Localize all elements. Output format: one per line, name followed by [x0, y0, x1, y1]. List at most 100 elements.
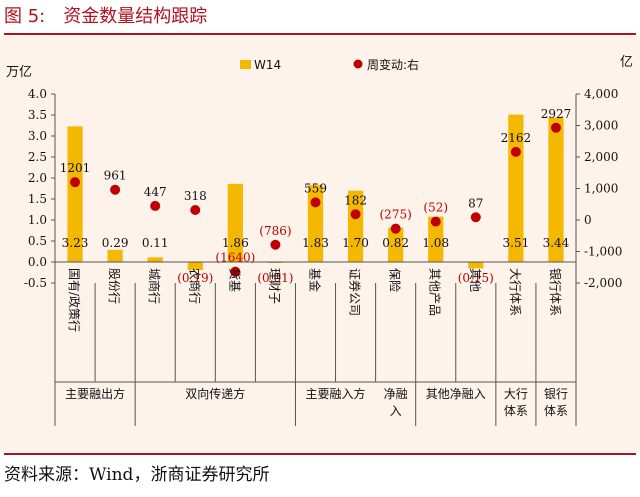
- bar-value-label: 3.51: [503, 236, 530, 250]
- group-label-7-line1: 银行: [544, 387, 568, 401]
- footer-divider: [4, 453, 636, 455]
- title-divider: [4, 33, 636, 35]
- right-tick-label: 3,000: [584, 119, 618, 133]
- change-dot-1: [70, 177, 81, 188]
- bar-8: [347, 190, 364, 262]
- change-dot-12: [510, 146, 521, 157]
- change-dot-3: [150, 200, 161, 211]
- group-label-4-line2: 入: [390, 404, 402, 418]
- group-label-7-line2: 体系: [544, 404, 568, 418]
- category-label-6: 理财子: [267, 268, 281, 304]
- legend-swatch-bar: [240, 60, 251, 69]
- category-label-12: 大行体系: [508, 268, 522, 316]
- group-label-5: 其他净融入: [426, 387, 486, 401]
- change-value-label: 961: [104, 169, 127, 183]
- group-label-4-line1: 净融: [384, 387, 408, 401]
- left-axis-label: 万亿: [6, 65, 32, 80]
- category-label-4: 农商行: [187, 268, 202, 304]
- category-label-2: 股份行: [107, 268, 121, 304]
- right-axis-label: 亿: [620, 55, 633, 70]
- left-tick-label: 0.5: [28, 234, 47, 248]
- legend-label-weekly-change: 周变动:右: [367, 57, 419, 72]
- bar-3: [147, 257, 163, 262]
- change-value-label: (1640): [215, 251, 255, 265]
- right-tick-label: -1,000: [584, 245, 622, 259]
- left-tick-label: -0.5: [24, 276, 47, 290]
- bar-value-label: 1.86: [222, 236, 249, 250]
- left-tick-label: 3.5: [28, 108, 47, 122]
- right-tick-label: 2,000: [584, 150, 618, 164]
- right-tick-label: 1,000: [584, 182, 618, 196]
- change-value-label: 318: [184, 189, 207, 203]
- bar-10: [428, 216, 444, 262]
- change-dot-9: [390, 223, 401, 234]
- change-dot-4: [190, 204, 201, 215]
- change-value-label: 447: [144, 185, 167, 199]
- category-label-11: 其他: [468, 268, 482, 292]
- change-value-label: 2927: [541, 107, 572, 121]
- change-value-label: 1201: [60, 161, 91, 175]
- category-label-10: 其他产品: [428, 268, 442, 316]
- left-tick-label: 2.5: [28, 150, 47, 164]
- group-label-2: 双向传递方: [185, 386, 245, 401]
- bar-value-label: (0.01): [257, 271, 293, 285]
- change-value-label: (786): [259, 224, 291, 238]
- right-tick-label: -2,000: [584, 276, 622, 290]
- change-value-label: 559: [304, 181, 327, 195]
- change-dot-6: [270, 239, 281, 250]
- bar-value-label: 3.44: [543, 236, 570, 250]
- category-label-1: 国有/政策行: [67, 268, 81, 332]
- bar-value-label: 0.29: [102, 236, 129, 250]
- bar-1: [67, 126, 83, 262]
- bar-value-label: 0.82: [382, 236, 409, 250]
- legend-swatch-dot: [353, 59, 363, 69]
- bar-value-label: (0.19): [177, 271, 213, 285]
- change-value-label: (275): [380, 208, 412, 222]
- change-value-label: (52): [423, 201, 448, 215]
- change-dot-11: [470, 212, 481, 223]
- left-tick-label: 4.0: [28, 87, 47, 101]
- left-tick-label: 3.0: [28, 129, 47, 143]
- right-tick-label: 0: [584, 213, 592, 227]
- left-tick-label: 1.0: [28, 213, 47, 227]
- bar-value-label: 0.11: [142, 236, 169, 250]
- source-note: 资料来源：Wind，浙商证券研究所: [4, 465, 270, 485]
- change-dot-7: [310, 197, 321, 208]
- right-tick-label: 4,000: [584, 87, 618, 101]
- change-value-label: 182: [344, 193, 367, 207]
- category-label-9: 保险: [388, 268, 403, 292]
- change-dot-13: [550, 122, 561, 133]
- bar-2: [107, 249, 123, 262]
- figure-title-text: 资金数量结构跟踪: [63, 6, 208, 27]
- chart: 万亿 亿 W14 周变动:右 4.0 3.5 3.0 2.5 2.0 1.5 1.0 0.5 0.0 -0…: [6, 55, 633, 426]
- bar-value-label: (0.15): [458, 271, 494, 285]
- bar-value-label: 1.83: [302, 236, 329, 250]
- change-dot-10: [430, 216, 441, 227]
- change-dot-8: [350, 209, 361, 220]
- left-tick-label: 2.0: [28, 171, 47, 185]
- category-label-8: 证券公司: [348, 268, 363, 316]
- bar-5: [227, 183, 243, 262]
- change-value-label: 2162: [501, 131, 532, 145]
- bar-11: [468, 262, 484, 269]
- left-tick-label: 1.5: [28, 192, 47, 206]
- bar-13: [548, 117, 564, 263]
- change-dot-5: [230, 266, 241, 277]
- bar-value-label: 1.08: [422, 236, 449, 250]
- figure-title: 图 5: 资金数量结构跟踪: [4, 4, 207, 30]
- group-label-1: 主要融出方: [65, 386, 125, 401]
- bar-4: [187, 262, 203, 270]
- legend-label-w14: W14: [254, 58, 281, 72]
- change-dot-2: [110, 184, 121, 195]
- change-value-label: 87: [468, 196, 483, 210]
- group-label-3: 主要融入方: [306, 386, 366, 401]
- left-tick-label: 0.0: [28, 255, 47, 269]
- category-label-13: 银行体系: [548, 268, 562, 316]
- category-label-5: 货基: [227, 268, 242, 292]
- group-label-6-line1: 大行: [504, 387, 528, 401]
- bar-value-label: 1.70: [342, 236, 369, 250]
- bar-9: [388, 227, 404, 262]
- category-label-7: 基金: [308, 268, 323, 292]
- bar-value-label: 3.23: [62, 236, 89, 250]
- category-label-3: 城商行: [147, 268, 162, 304]
